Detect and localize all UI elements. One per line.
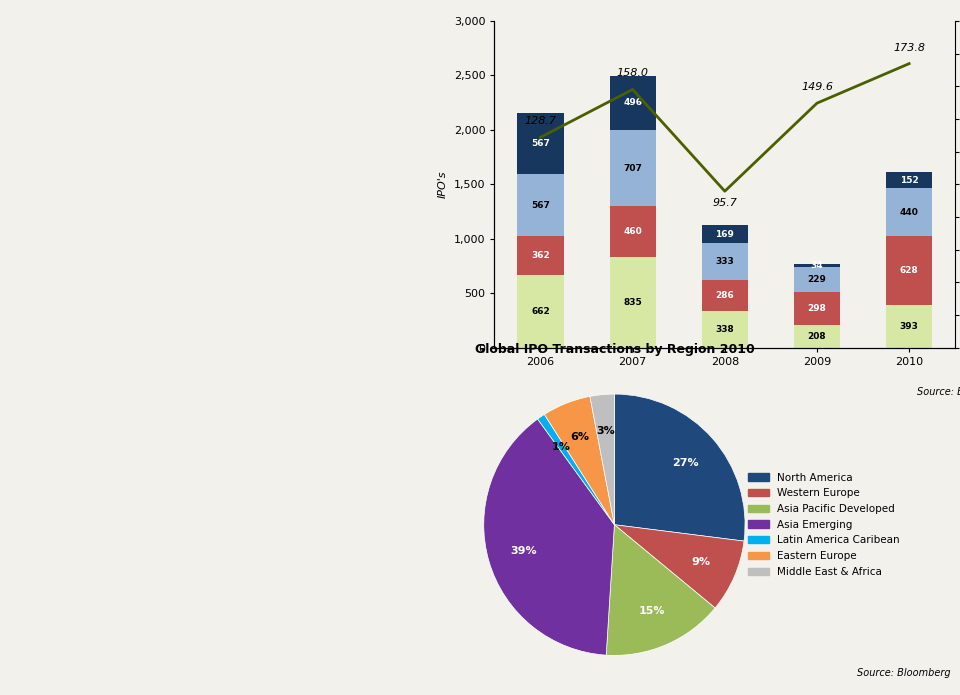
Text: 229: 229 <box>807 275 827 284</box>
Text: 835: 835 <box>623 297 642 306</box>
Bar <box>886 172 932 188</box>
Text: 3%: 3% <box>596 426 615 436</box>
Bar <box>517 113 564 174</box>
Text: 39%: 39% <box>511 546 538 556</box>
Bar <box>610 76 656 129</box>
Text: 662: 662 <box>531 307 550 316</box>
Text: 15%: 15% <box>638 606 665 616</box>
Bar <box>702 225 748 243</box>
Bar <box>794 293 840 325</box>
Bar <box>702 243 748 279</box>
Text: 149.6: 149.6 <box>801 82 833 92</box>
Text: 9%: 9% <box>691 557 710 567</box>
Wedge shape <box>538 414 614 525</box>
Text: 567: 567 <box>531 139 550 148</box>
Wedge shape <box>544 396 614 525</box>
Bar <box>886 236 932 304</box>
Text: 169: 169 <box>715 229 734 238</box>
Text: 6%: 6% <box>570 432 589 442</box>
Text: 208: 208 <box>807 332 827 341</box>
Y-axis label: IPO's: IPO's <box>438 170 448 198</box>
Bar <box>794 268 840 293</box>
Text: 333: 333 <box>715 257 734 266</box>
Text: 128.7: 128.7 <box>524 116 557 126</box>
Title: Global IPO Transactions by Region 2010: Global IPO Transactions by Region 2010 <box>474 343 755 356</box>
Bar <box>610 129 656 206</box>
Text: 173.8: 173.8 <box>893 42 925 53</box>
Text: 362: 362 <box>531 251 550 260</box>
Bar <box>517 275 564 348</box>
Text: 27%: 27% <box>672 457 698 468</box>
Text: 567: 567 <box>531 201 550 210</box>
Bar <box>610 206 656 256</box>
Text: 628: 628 <box>900 266 919 275</box>
Bar <box>517 236 564 275</box>
Text: 34: 34 <box>810 261 824 270</box>
Wedge shape <box>484 419 614 655</box>
Text: 496: 496 <box>623 98 642 107</box>
Text: 1%: 1% <box>552 442 571 452</box>
Text: 298: 298 <box>807 304 827 313</box>
Text: 707: 707 <box>623 163 642 172</box>
Wedge shape <box>614 525 744 608</box>
Bar <box>886 304 932 348</box>
Wedge shape <box>589 394 614 525</box>
Text: 338: 338 <box>715 325 734 334</box>
Wedge shape <box>606 525 715 655</box>
Bar <box>794 264 840 268</box>
Text: 460: 460 <box>623 227 642 236</box>
Legend: North America, Western Europe, Asia Pacific Developed, Asia Emerging, Latin Amer: North America, Western Europe, Asia Paci… <box>744 468 904 581</box>
Bar <box>517 174 564 236</box>
Text: 95.7: 95.7 <box>712 198 737 208</box>
Text: 152: 152 <box>900 176 919 185</box>
Text: 393: 393 <box>900 322 919 331</box>
Text: Source: Bloomberg: Source: Bloomberg <box>917 386 960 397</box>
Text: 286: 286 <box>715 291 734 300</box>
Bar <box>794 325 840 348</box>
Wedge shape <box>614 394 745 541</box>
Text: 158.0: 158.0 <box>616 68 649 79</box>
Bar <box>702 311 748 348</box>
Bar <box>610 256 656 348</box>
Text: Source: Bloomberg: Source: Bloomberg <box>856 668 950 678</box>
Bar <box>702 279 748 311</box>
Bar <box>886 188 932 236</box>
Text: 440: 440 <box>900 208 919 217</box>
